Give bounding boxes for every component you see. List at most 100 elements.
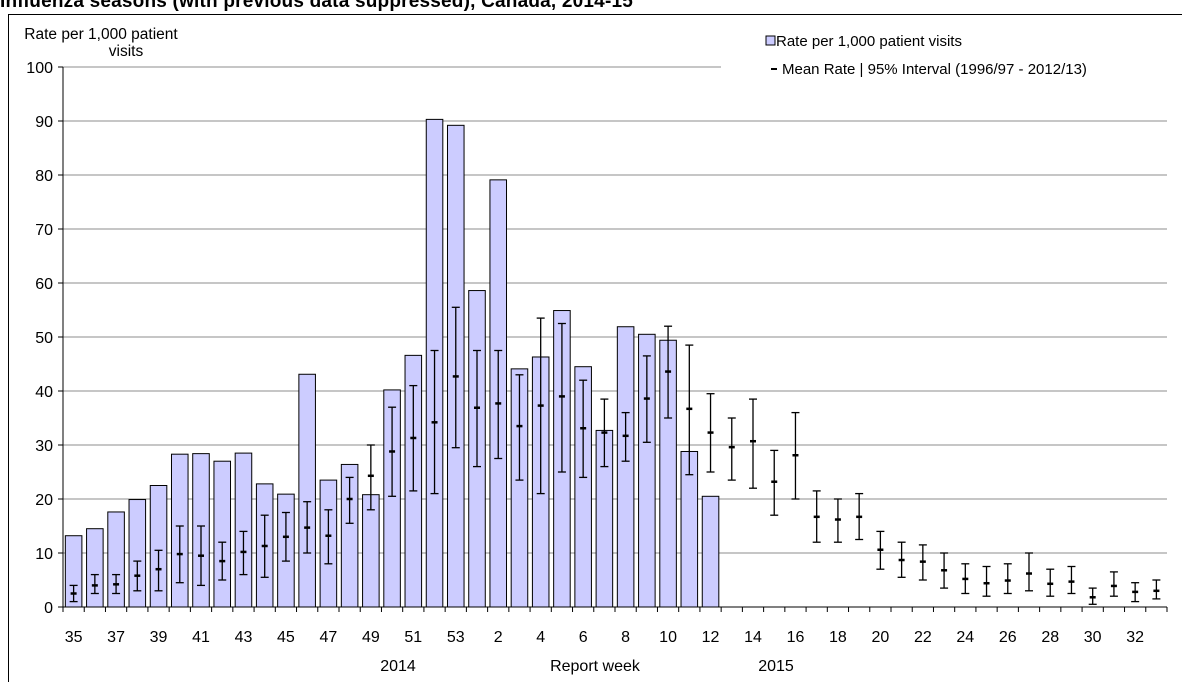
x-tick-label-4: 4 [536,629,545,646]
errorbar-week-6 [579,379,588,479]
errorbar-week-41 [197,525,205,587]
y-tick-labels: 0 10 20 30 40 50 60 70 80 90 100 [26,60,53,617]
x-axis-title: Report week [550,658,641,675]
legend: Rate per 1,000 patient visits Mean Rate … [765,33,1087,78]
errorbar-week-10 [664,325,673,419]
errorbar-week-32 [1131,582,1140,603]
x-tick-label-43: 43 [235,629,253,646]
x-tick-label-49: 49 [362,629,380,646]
errorbar-week-27 [1025,552,1033,592]
errorbar-week-21 [897,541,906,578]
page-title: Influenza seasons (with previous data su… [0,0,634,12]
errorbar-week-22 [918,544,927,581]
errorbar-week-17 [812,490,821,543]
y-tick-label-100: 100 [26,60,53,77]
errorbar-week-38 [133,560,142,592]
errorbar-week-28 [1046,568,1055,597]
x-tick-label-10: 10 [659,629,677,646]
x-tick-label-32: 32 [1126,629,1144,646]
errorbar-week-8 [621,411,630,462]
x-tick-label-28: 28 [1041,629,1059,646]
errorbar-week-15 [770,449,779,516]
x-tick-label-39: 39 [150,629,168,646]
y-axis-title-line1: Rate per 1,000 patient [24,26,178,43]
y-tick-label-90: 90 [35,114,53,131]
y-tick-label-40: 40 [35,384,53,401]
y-tick-label-30: 30 [35,438,53,455]
errorbar-week-40 [175,525,184,584]
errorbar-week-4 [536,317,545,495]
errorbar-week-45 [281,511,290,562]
errorbar-week-51 [409,384,418,492]
x-tick-label-47: 47 [319,629,337,646]
y-tick-label-50: 50 [35,330,53,347]
errorbar-week-5 [557,322,566,473]
x-tick-label-53: 53 [447,629,465,646]
errorbar-week-9 [642,355,651,443]
errorbar-week-46 [303,501,312,554]
errorbar-week-53 [451,306,460,449]
errorbar-week-47 [324,509,333,565]
errorbar-week-33 [1152,579,1161,600]
errorbar-week-11 [685,344,694,476]
y-tick-label-20: 20 [35,492,53,509]
errorbar-week-14 [749,398,757,489]
errorbar-week-20 [876,530,885,570]
errorbar-week-24 [961,563,970,595]
x-tick-label-22: 22 [914,629,932,646]
x-tick-label-14: 14 [744,629,762,646]
x-tick-label-16: 16 [787,629,805,646]
y-axis-title-line2: visits [109,43,144,60]
bar-week-46 [298,373,316,608]
x-tick-label-45: 45 [277,629,295,646]
chart: 0 10 20 30 40 50 60 70 80 90 100 35 37 39 41 43 45 47 49 5… [24,26,1168,675]
errorbar-week-7 [600,398,609,468]
errorbar-week-26 [1003,563,1012,595]
x-tick-label-30: 30 [1084,629,1102,646]
errorbar-week-1 [473,349,481,468]
x-tick-label-24: 24 [956,629,974,646]
errorbar-week-30 [1088,587,1097,605]
chart-frame: 0 10 20 30 40 50 60 70 80 90 100 35 37 39 41 43 45 47 49 5… [8,14,1182,682]
y-tick-label-70: 70 [35,222,53,239]
year-label-2014: 2014 [380,658,416,675]
x-tick-label-26: 26 [999,629,1017,646]
bar-week-49 [362,494,380,608]
errorbar-week-48 [345,476,354,524]
errorbar-week-37 [112,573,121,595]
errorbar-week-49 [366,444,375,511]
x-tick-label-12: 12 [702,629,720,646]
y-tick-label-80: 80 [35,168,53,185]
errorbar-week-31 [1109,571,1118,597]
x-tick-labels: 35 37 39 41 43 45 47 49 51 53 2 4 6 8 10 12 14 16 18 20 22 24… [65,629,1144,646]
errorbar-series [69,306,1161,605]
errorbar-week-13 [727,417,736,481]
bar-week-42 [213,460,232,608]
legend-errorbar-label: Mean Rate | 95% Interval (1996/97 - 2012… [782,61,1087,78]
errorbar-week-23 [940,552,949,589]
legend-bar-label: Rate per 1,000 patient visits [776,33,962,50]
x-tick-label-41: 41 [192,629,210,646]
axes [58,66,1168,612]
bar-week-8 [616,326,635,608]
bar-series [64,118,720,608]
bar-week-43 [234,452,253,608]
errorbar-week-42 [218,541,227,581]
errorbar-week-43 [239,530,248,576]
errorbar-week-44 [260,514,269,578]
errorbar-week-50 [388,406,397,497]
errorbar-week-52 [430,349,439,495]
y-tick-label-60: 60 [35,276,53,293]
y-tick-label-0: 0 [44,600,53,617]
x-tick-label-8: 8 [621,629,630,646]
errorbar-week-18 [833,498,842,543]
errorbar-week-35 [69,584,78,603]
x-tick-label-6: 6 [579,629,588,646]
legend-bar-swatch [765,35,776,46]
errorbar-week-25 [982,565,991,597]
bar-week-12 [701,495,720,608]
bar-week-36 [86,528,104,608]
year-label-2015: 2015 [758,658,794,675]
x-tick-label-2: 2 [494,629,503,646]
errorbar-week-16 [791,411,800,500]
